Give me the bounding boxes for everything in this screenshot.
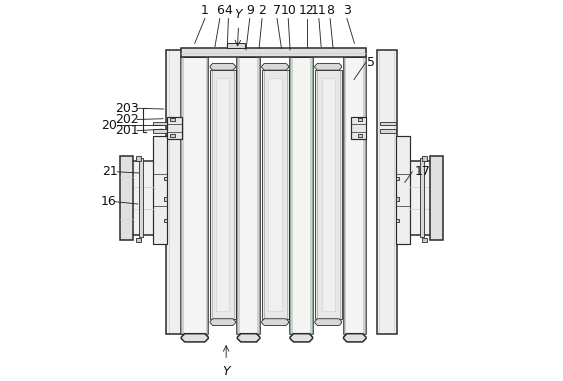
Bar bbox=[409, 162, 432, 235]
Bar bbox=[136, 156, 141, 161]
Bar bbox=[153, 136, 167, 244]
Text: 21: 21 bbox=[102, 165, 118, 178]
Bar bbox=[164, 197, 167, 201]
Bar bbox=[181, 57, 208, 334]
Text: 16: 16 bbox=[100, 195, 116, 208]
Text: 201: 201 bbox=[115, 124, 139, 137]
Bar bbox=[205, 57, 208, 334]
Bar bbox=[358, 118, 362, 122]
Text: 17: 17 bbox=[414, 165, 430, 178]
Text: Y: Y bbox=[235, 8, 242, 21]
Bar bbox=[343, 57, 366, 334]
Bar bbox=[171, 134, 175, 138]
Text: 8: 8 bbox=[326, 4, 334, 17]
Bar bbox=[167, 117, 182, 139]
Text: 11: 11 bbox=[311, 4, 327, 17]
Bar bbox=[430, 157, 443, 240]
Text: 3: 3 bbox=[343, 4, 351, 17]
Bar bbox=[171, 118, 175, 122]
Polygon shape bbox=[315, 63, 342, 70]
Bar bbox=[136, 238, 141, 242]
Bar bbox=[131, 162, 154, 235]
Bar bbox=[363, 57, 366, 334]
Bar bbox=[216, 78, 229, 311]
Bar bbox=[257, 57, 260, 334]
Bar bbox=[377, 50, 397, 334]
Text: 6: 6 bbox=[216, 4, 224, 17]
Bar bbox=[290, 57, 312, 334]
Text: 7: 7 bbox=[273, 4, 281, 17]
Polygon shape bbox=[181, 49, 208, 57]
Bar bbox=[420, 158, 423, 237]
Polygon shape bbox=[210, 319, 235, 325]
Bar bbox=[380, 122, 396, 125]
Bar bbox=[422, 156, 427, 161]
Bar bbox=[140, 158, 143, 237]
Bar bbox=[396, 219, 399, 222]
Bar bbox=[120, 157, 133, 240]
Bar bbox=[310, 57, 312, 334]
Bar bbox=[210, 70, 235, 319]
Bar bbox=[238, 57, 240, 334]
Polygon shape bbox=[262, 63, 289, 70]
Bar bbox=[380, 129, 396, 133]
Bar bbox=[153, 129, 168, 133]
Polygon shape bbox=[262, 319, 289, 325]
Bar bbox=[164, 219, 167, 222]
Text: 9: 9 bbox=[246, 4, 254, 17]
Bar bbox=[321, 78, 335, 311]
Polygon shape bbox=[290, 334, 312, 342]
Bar bbox=[422, 238, 427, 242]
Bar bbox=[290, 57, 293, 334]
Bar bbox=[269, 78, 282, 311]
Bar bbox=[166, 50, 186, 334]
Bar bbox=[343, 57, 346, 334]
Bar bbox=[358, 134, 362, 138]
Bar bbox=[181, 48, 366, 57]
Polygon shape bbox=[238, 49, 260, 57]
Text: 20: 20 bbox=[101, 119, 117, 132]
Text: 1: 1 bbox=[201, 4, 209, 17]
Text: 10: 10 bbox=[280, 4, 296, 17]
Text: 203: 203 bbox=[115, 102, 139, 115]
Bar bbox=[164, 177, 167, 181]
Polygon shape bbox=[210, 63, 235, 70]
Polygon shape bbox=[343, 49, 366, 57]
Text: 202: 202 bbox=[115, 113, 139, 126]
Bar bbox=[238, 57, 260, 334]
Polygon shape bbox=[315, 319, 342, 325]
Bar bbox=[227, 43, 245, 48]
Bar bbox=[315, 70, 342, 319]
Bar bbox=[262, 70, 289, 319]
Bar bbox=[396, 177, 399, 181]
Text: 5: 5 bbox=[368, 56, 376, 69]
Polygon shape bbox=[290, 49, 312, 57]
Text: Y: Y bbox=[222, 365, 230, 378]
Bar bbox=[181, 57, 184, 334]
Bar bbox=[396, 197, 399, 201]
Bar bbox=[153, 122, 168, 125]
Text: 4: 4 bbox=[225, 4, 233, 17]
Polygon shape bbox=[181, 334, 208, 342]
Text: 2: 2 bbox=[258, 4, 266, 17]
Text: 12: 12 bbox=[299, 4, 315, 17]
Polygon shape bbox=[238, 334, 260, 342]
Bar bbox=[351, 117, 366, 139]
Polygon shape bbox=[343, 334, 366, 342]
Bar bbox=[396, 136, 410, 244]
